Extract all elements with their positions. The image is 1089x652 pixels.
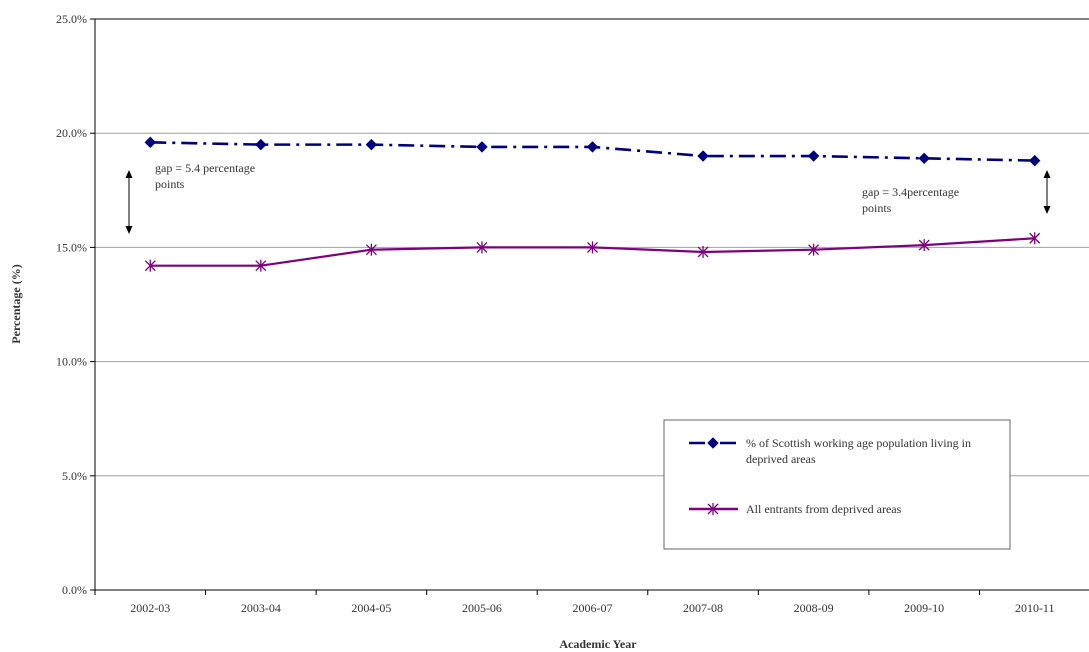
- x-tick-label: 2006-07: [573, 601, 613, 615]
- annotations-layer: gap = 5.4 percentage points gap = 3.4perce…: [125, 161, 1051, 234]
- y-tick-label: 5.0%: [62, 469, 87, 483]
- y-tick-label: 10.0%: [56, 355, 87, 369]
- plot-area-border: [94, 18, 1089, 591]
- x-tick-label: 2010-11: [1015, 601, 1055, 615]
- series-1-point: [144, 136, 156, 149]
- x-axis-ticks: 2002-03 2003-04 2004-05 2005-06 2006-07 2007-…: [94, 590, 1055, 615]
- series-2-point: [255, 259, 267, 272]
- series-1-point: [255, 138, 267, 151]
- y-axis-ticks: 0.0% 5.0% 10.0% 15.0% 20.0% 25.0%: [56, 12, 95, 597]
- series-2-point: [697, 245, 709, 258]
- y-axis-title: Percentage (%): [9, 264, 23, 343]
- x-tick-label: 2004-05: [351, 601, 391, 615]
- series-1-point: [586, 141, 599, 153]
- legend-box: [663, 419, 1011, 550]
- x-tick-label: 2008-09: [794, 601, 834, 615]
- gap-right-label: gap = 3.4percentage: [862, 185, 959, 199]
- series-1-point: [476, 141, 488, 153]
- y-tick-label: 25.0%: [56, 12, 87, 26]
- series-2-point: [365, 243, 377, 256]
- series-1-point: [807, 150, 820, 162]
- y-tick-label: 20.0%: [56, 126, 87, 140]
- legend-marker-2: [707, 503, 719, 515]
- series-1-point: [697, 150, 709, 162]
- legend-marker-1: [707, 437, 719, 449]
- legend: % of Scottish working age population liv…: [663, 419, 1011, 550]
- series-1-point: [1029, 154, 1041, 167]
- series-2-point: [808, 243, 820, 256]
- gap-left-label: points: [155, 177, 185, 191]
- series-1-point: [365, 138, 378, 151]
- series-2-point: [587, 241, 598, 254]
- gap-right-label: points: [862, 201, 892, 215]
- x-tick-label: 2007-08: [683, 601, 723, 615]
- gap-left-label: gap = 5.4 percentage: [155, 161, 255, 175]
- x-tick-label: 2009-10: [904, 601, 944, 615]
- gap-arrow-left: [125, 170, 133, 234]
- x-tick-label: 2003-04: [241, 601, 281, 615]
- x-axis-title: Academic Year: [559, 637, 637, 651]
- series-2-point: [476, 241, 488, 254]
- legend-label-2: All entrants from deprived areas: [746, 502, 902, 516]
- series-2-point: [1029, 232, 1041, 245]
- y-tick-label: 0.0%: [62, 583, 87, 597]
- series-1-point: [918, 152, 930, 165]
- series-layer: [144, 136, 1041, 272]
- series-2-point: [144, 259, 156, 272]
- x-tick-label: 2002-03: [130, 601, 170, 615]
- series-2-point: [918, 239, 930, 252]
- x-tick-label: 2005-06: [462, 601, 502, 615]
- gap-arrow-right: [1043, 170, 1051, 214]
- y-tick-label: 15.0%: [56, 240, 87, 254]
- legend-label-1: % of Scottish working age population liv…: [746, 436, 971, 466]
